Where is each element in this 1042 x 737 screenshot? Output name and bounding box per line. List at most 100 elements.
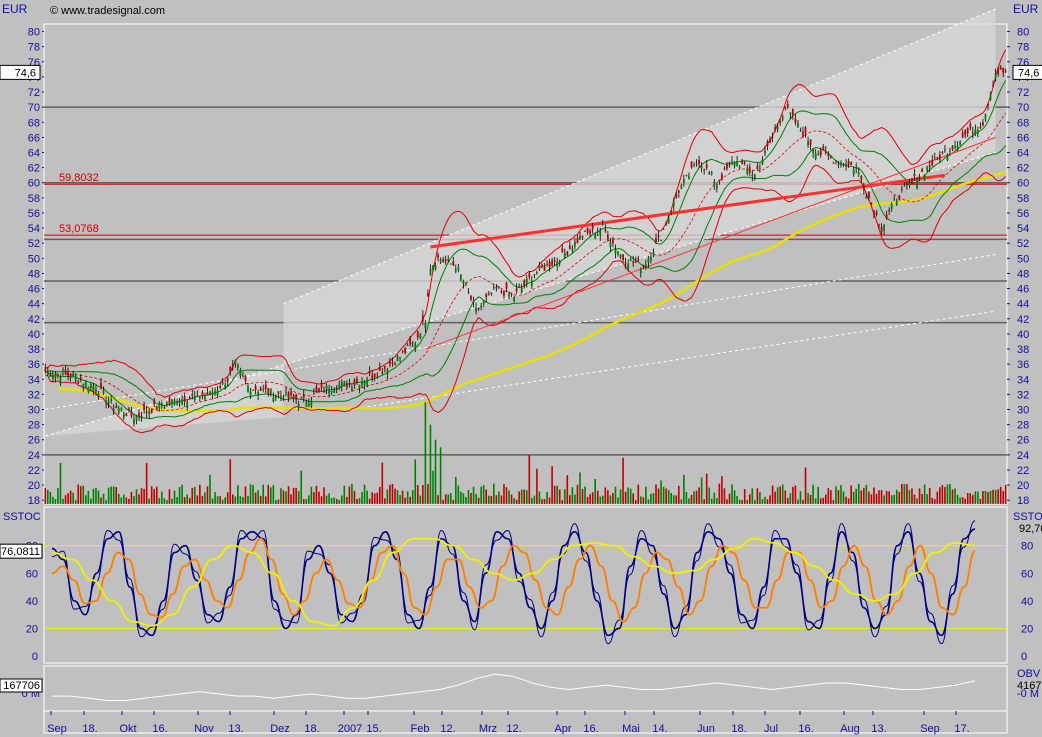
volume-bar (672, 495, 675, 504)
y-tick-left: 64 (28, 148, 40, 160)
stoch-title-right: SSTOC (1013, 511, 1042, 523)
volume-bar (54, 499, 57, 504)
volume-bar (74, 500, 77, 504)
volume-bar (173, 490, 176, 504)
candle-body (244, 375, 247, 382)
volume-bar (622, 457, 624, 504)
candle-body (533, 274, 536, 276)
volume-bar (822, 497, 825, 504)
y-tick-left: 48 (28, 268, 40, 280)
candle-body (437, 254, 439, 258)
candle-body (143, 405, 146, 411)
volume-bar (490, 495, 493, 504)
volume-bar (216, 496, 219, 504)
volume-bar (830, 490, 832, 504)
volume-bar (340, 495, 343, 504)
volume-bar (472, 486, 475, 504)
candle-body (964, 130, 967, 136)
volume-bar (480, 486, 482, 504)
volume-bar (193, 486, 196, 504)
candle-body (954, 145, 956, 148)
volume-bar (776, 487, 779, 504)
candle-body (145, 411, 148, 413)
candle-body (434, 265, 437, 270)
y-tick-right: 50 (1017, 253, 1029, 265)
volume-bar (201, 495, 204, 504)
volume-bar (308, 495, 310, 504)
candle-body (239, 369, 242, 376)
volume-bar (287, 486, 290, 504)
candle-body (721, 173, 723, 180)
volume-bar (784, 490, 787, 504)
trend-line-white (45, 254, 996, 411)
candle-body (852, 169, 855, 175)
volume-bar (761, 499, 764, 504)
candle-body (249, 391, 252, 397)
volume-bar (802, 499, 804, 504)
volume-bar (629, 488, 632, 504)
candle-body (155, 406, 158, 410)
candle-body (368, 371, 371, 374)
volume-bar (112, 486, 115, 504)
candle-body (571, 248, 574, 251)
x-tick-label: 16. (152, 723, 167, 735)
stochastic-panel (43, 506, 1008, 664)
stoch-series-yellow (51, 537, 976, 627)
y-tick-left: 68 (28, 117, 40, 129)
candle-body (629, 258, 632, 261)
candle-body (160, 405, 163, 407)
volume-bar (746, 499, 749, 504)
stoch-series-fast-raw (51, 520, 976, 645)
volume-bar (959, 497, 961, 504)
volume-bar (285, 491, 287, 504)
candle-body (984, 113, 987, 120)
volume-bar (297, 491, 300, 504)
candle-body (1004, 71, 1007, 73)
volume-bar (842, 491, 845, 504)
volume-bar (558, 489, 561, 504)
volume-bar (989, 490, 992, 504)
volume-bar (300, 470, 303, 504)
y-tick-right: 34 (1017, 374, 1029, 386)
volume-bar (226, 492, 229, 504)
y-tick-right: 54 (1017, 223, 1029, 235)
volume-bar (452, 499, 455, 504)
candle-body (949, 150, 951, 152)
volume-bar (57, 488, 59, 504)
volume-bar (353, 490, 356, 504)
candle-body (363, 380, 366, 386)
candle-body (617, 251, 619, 255)
obv-panel (43, 665, 1008, 712)
obv-value-left: 167706 (3, 680, 40, 692)
candle-body (351, 387, 353, 391)
x-tick-label: 18. (731, 723, 746, 735)
x-tick-label: Jun (697, 723, 715, 735)
candle-body (632, 260, 635, 263)
volume-bar (992, 489, 994, 504)
y-tick-right: 38 (1017, 344, 1029, 356)
obv-value-right: 4167 (1017, 680, 1041, 692)
candle-body (135, 415, 138, 421)
x-tick-label: Nov (194, 723, 214, 735)
volume-bar (645, 486, 647, 504)
candle-body (987, 103, 989, 106)
candle-body (979, 126, 982, 128)
volume-bar (855, 488, 858, 504)
candle-body (358, 384, 361, 389)
volume-bar (574, 494, 576, 504)
candle-body (723, 168, 726, 170)
volume-bar (520, 489, 523, 504)
volume-bar (594, 478, 596, 504)
x-tick-label: Dez (270, 723, 290, 735)
candle-body (310, 400, 313, 407)
volume-bar (885, 490, 888, 504)
volume-bar (726, 499, 728, 504)
candle-body (677, 190, 680, 193)
volume-bar (837, 490, 840, 504)
volume-bar (125, 497, 128, 504)
candle-body (457, 267, 460, 270)
candle-body (406, 345, 409, 347)
volume-bar (670, 492, 673, 504)
y-tick-right: 66 (1017, 132, 1029, 144)
volume-bar (743, 489, 746, 504)
